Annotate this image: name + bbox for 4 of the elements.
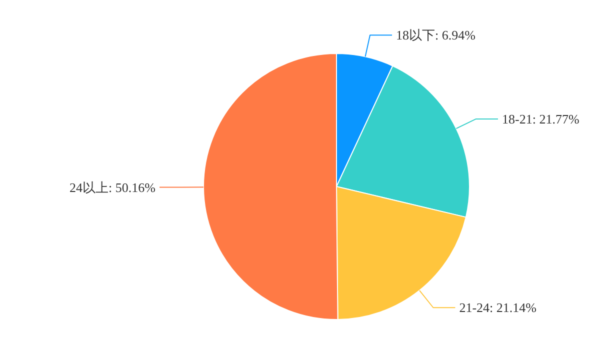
slice-label: 18以下: 6.94% (396, 28, 476, 43)
slice-label: 18-21: 21.77% (502, 111, 580, 126)
slice-label: 21-24: 21.14% (459, 300, 537, 316)
slice-label: 24以上: 50.16% (70, 180, 156, 195)
